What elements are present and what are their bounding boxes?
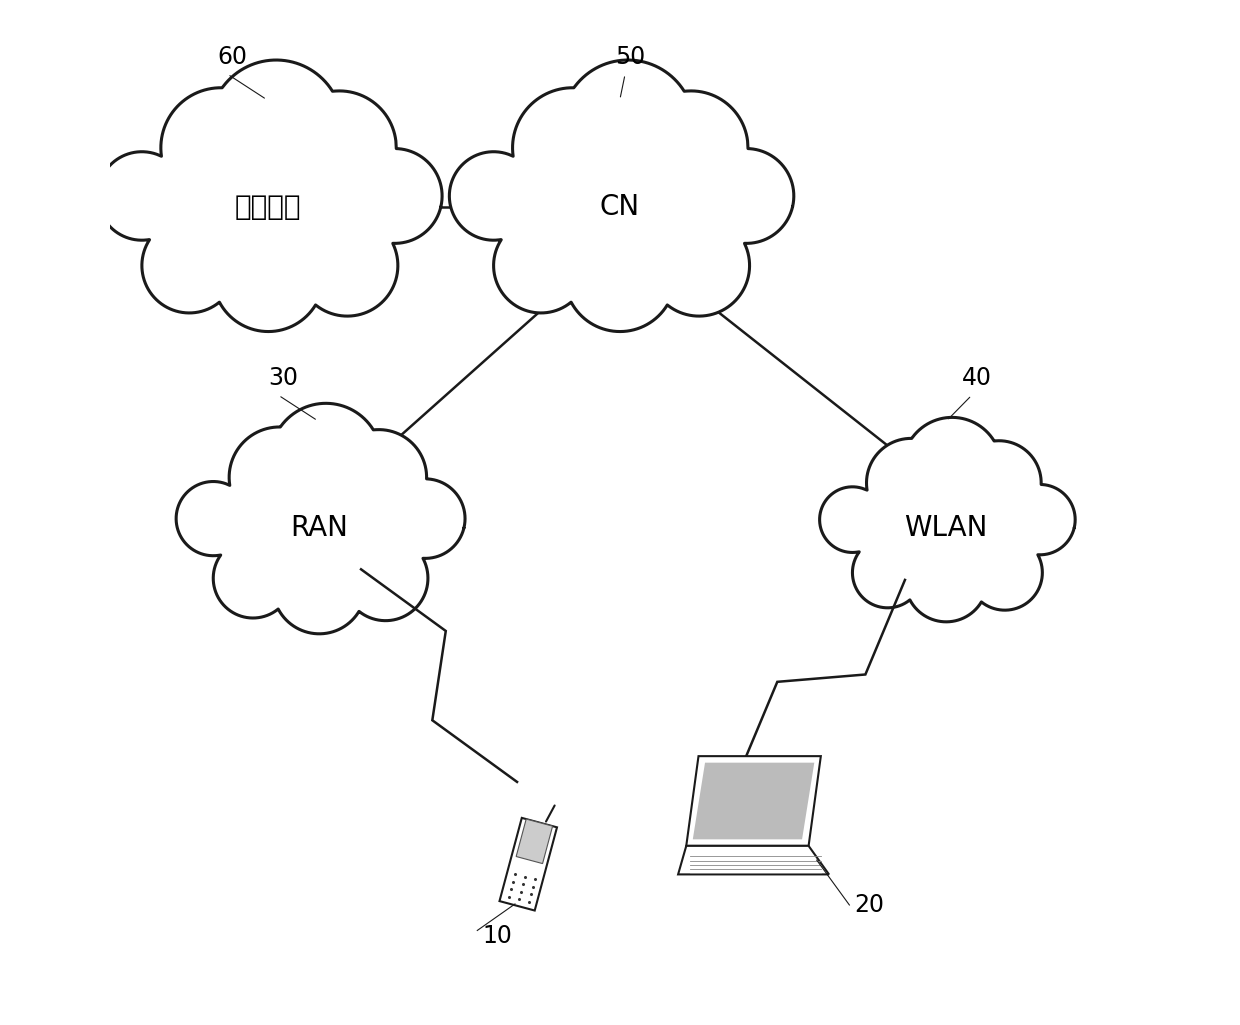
Text: RAN: RAN — [290, 514, 348, 542]
Polygon shape — [686, 756, 821, 846]
Text: 30: 30 — [268, 366, 299, 391]
Text: 10: 10 — [482, 924, 512, 947]
Polygon shape — [176, 403, 465, 633]
Polygon shape — [98, 60, 443, 331]
Polygon shape — [500, 818, 557, 910]
Polygon shape — [678, 846, 830, 874]
Polygon shape — [693, 763, 815, 839]
Text: 50: 50 — [615, 45, 645, 69]
Text: 外部网络: 外部网络 — [236, 193, 301, 220]
Text: WLAN: WLAN — [904, 514, 988, 542]
Polygon shape — [820, 417, 1075, 622]
Text: CN: CN — [600, 193, 640, 220]
Text: 20: 20 — [854, 893, 884, 917]
Text: 60: 60 — [217, 45, 247, 69]
Polygon shape — [516, 819, 553, 864]
Polygon shape — [449, 60, 794, 331]
Text: 40: 40 — [961, 366, 992, 391]
